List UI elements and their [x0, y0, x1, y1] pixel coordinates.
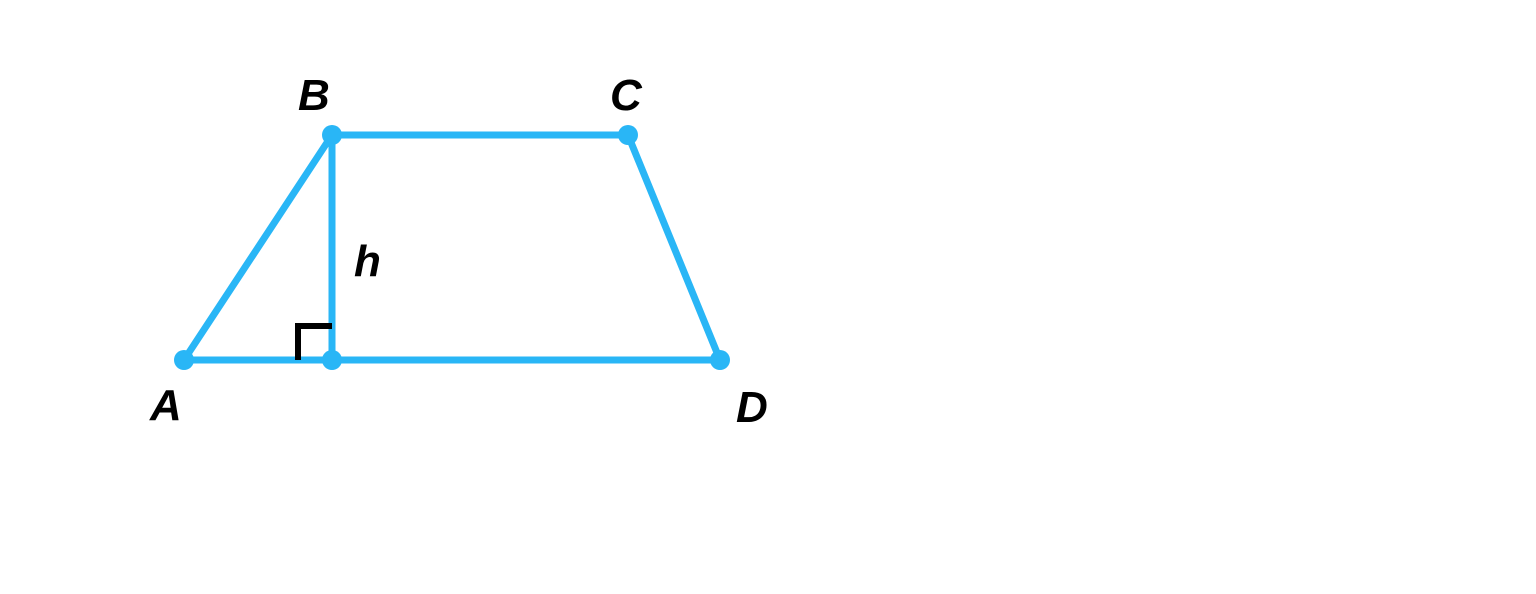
label-D: D [736, 383, 768, 432]
trapezoid-diagram: A B C Dh [0, 0, 1536, 594]
vertex-H [322, 350, 342, 370]
label-B: B [298, 71, 330, 120]
vertex-C [618, 125, 638, 145]
label-h: h [354, 237, 381, 286]
label-C: C [610, 71, 643, 120]
vertex-B [322, 125, 342, 145]
vertex-A [174, 350, 194, 370]
vertex-D [710, 350, 730, 370]
diagram-background [0, 0, 1536, 594]
label-A: A [149, 381, 182, 430]
